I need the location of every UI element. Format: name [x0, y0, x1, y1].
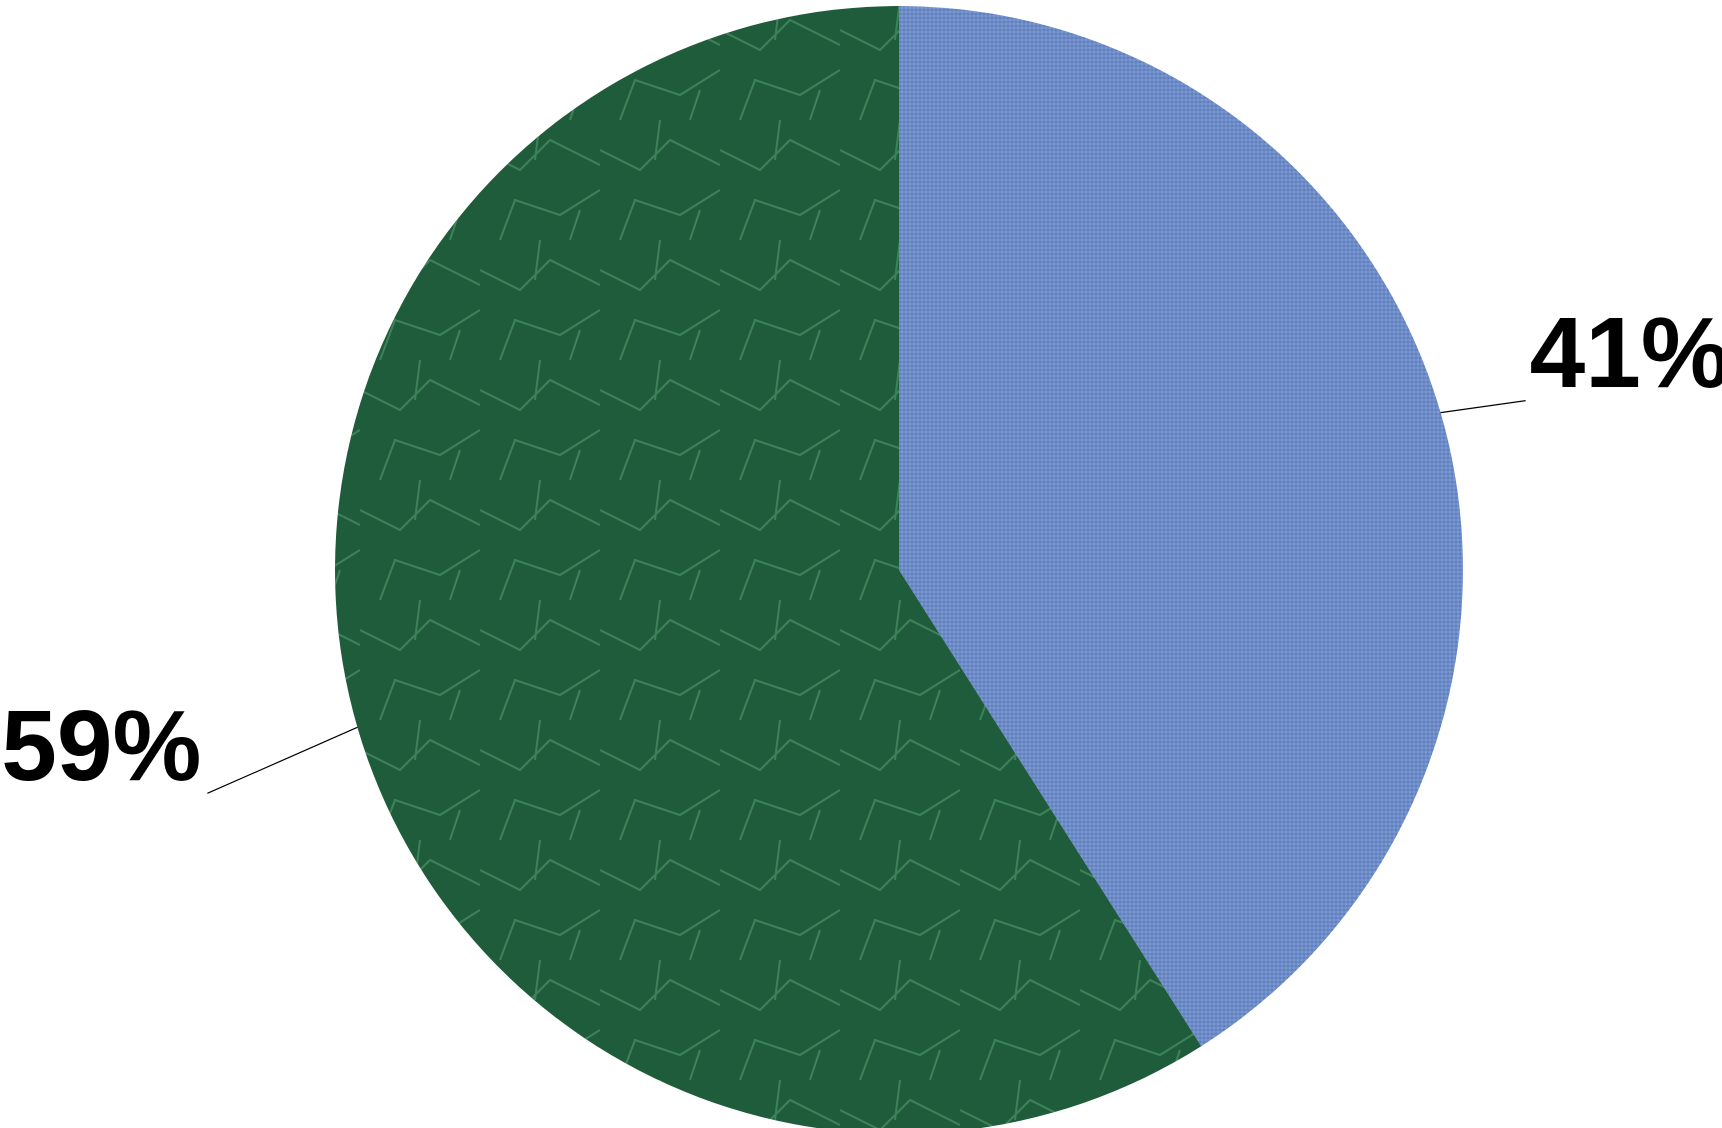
pie: 41% 59%	[1, 6, 1722, 1128]
data-label: 59%	[1, 690, 201, 802]
leader-line	[1440, 400, 1526, 414]
leader-line	[207, 726, 358, 794]
data-label: 41%	[1530, 297, 1722, 409]
